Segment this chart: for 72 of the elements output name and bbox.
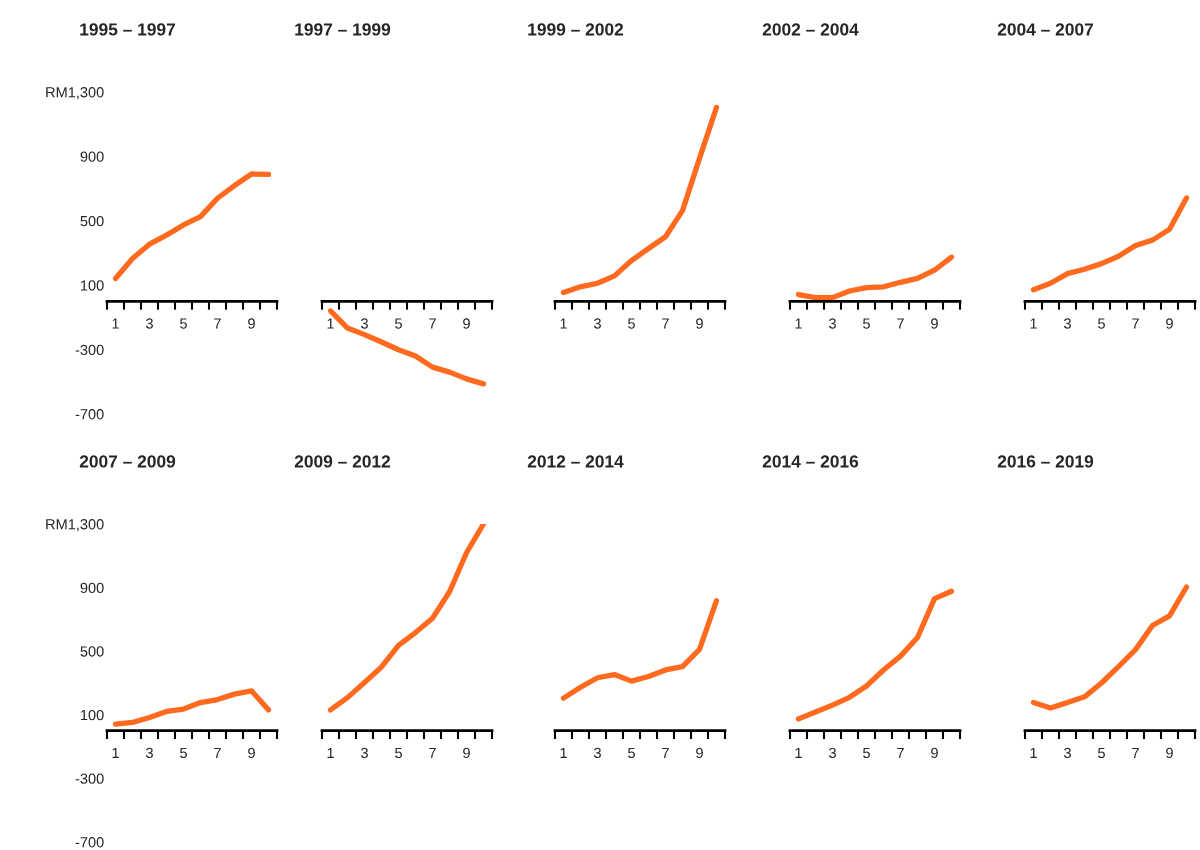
- x-tick-label: 3: [146, 747, 153, 759]
- x-tick-label: 9: [1166, 747, 1173, 759]
- x-tick-label: 3: [361, 318, 368, 329]
- x-tick-label: 9: [696, 318, 703, 329]
- x-tick-label: 5: [863, 318, 870, 329]
- x-tick-label: 9: [248, 318, 255, 329]
- x-tick-label: 1: [112, 318, 119, 329]
- chart-title: 2014 – 2016: [762, 455, 859, 468]
- x-tick-label: 5: [863, 747, 870, 759]
- chart-title: 2007 – 2009: [79, 455, 176, 468]
- x-tick-label: 3: [146, 318, 153, 329]
- x-tick-label: 1: [795, 318, 802, 329]
- y-tick-label: -700: [75, 409, 104, 420]
- x-tick-label: 1: [1030, 318, 1037, 329]
- x-tick-label: 7: [214, 747, 221, 758]
- y-tick-label: 900: [80, 151, 104, 162]
- chart-title: 1997 – 1999: [295, 23, 391, 36]
- x-tick-label: 3: [594, 747, 601, 759]
- x-tick-label: 7: [1132, 747, 1139, 758]
- chart-title: 2012 – 2014: [527, 455, 624, 468]
- y-tick-label: RM1,300: [46, 519, 104, 532]
- y-tick-label: RM1,300: [46, 87, 104, 100]
- y-tick-label: 500: [80, 646, 104, 657]
- x-tick-label: 5: [180, 318, 187, 329]
- x-tick-label: 1: [112, 747, 119, 758]
- y-tick-label: 900: [80, 582, 104, 594]
- y-tick-label: 500: [80, 215, 104, 227]
- x-tick-label: 7: [429, 318, 436, 329]
- x-tick-label: 3: [594, 318, 601, 329]
- chart-title: 2016 – 2019: [997, 455, 1094, 468]
- x-tick-label: 1: [560, 318, 567, 329]
- chart-title: 2002 – 2004: [762, 23, 859, 36]
- x-tick-label: 9: [931, 747, 938, 759]
- x-tick-label: 9: [696, 747, 703, 759]
- y-tick-label: -300: [75, 344, 104, 356]
- x-tick-label: 1: [795, 747, 802, 758]
- x-tick-label: 5: [628, 318, 635, 329]
- x-tick-label: 7: [429, 747, 436, 758]
- x-tick-label: 5: [1098, 747, 1105, 759]
- x-tick-label: 7: [1132, 318, 1139, 329]
- x-tick-label: 7: [214, 318, 221, 329]
- x-tick-label: 1: [327, 318, 334, 329]
- y-tick-label: 100: [81, 709, 104, 721]
- x-tick-label: 3: [1064, 747, 1071, 759]
- x-tick-label: 9: [463, 318, 470, 329]
- x-tick-label: 5: [628, 747, 635, 759]
- x-tick-label: 7: [897, 318, 904, 329]
- y-tick-label: 100: [81, 280, 104, 291]
- x-tick-label: 1: [1030, 747, 1037, 758]
- x-tick-label: 3: [829, 318, 836, 329]
- chart-title: 1999 – 2002: [528, 23, 624, 36]
- x-tick-label: 7: [662, 318, 669, 329]
- x-tick-label: 1: [560, 747, 567, 758]
- y-tick-label: -700: [75, 837, 104, 848]
- x-tick-label: 5: [395, 318, 402, 329]
- x-tick-label: 9: [1166, 318, 1173, 329]
- x-tick-label: 5: [180, 747, 187, 759]
- y-tick-label: -300: [75, 773, 104, 784]
- x-tick-label: 9: [463, 747, 470, 759]
- x-tick-label: 9: [931, 318, 938, 329]
- chart-title: 1995 – 1997: [80, 23, 175, 36]
- x-tick-label: 1: [327, 747, 334, 758]
- chart-title: 2004 – 2007: [997, 23, 1093, 36]
- x-tick-label: 5: [1098, 318, 1105, 329]
- x-tick-label: 5: [395, 747, 402, 759]
- x-tick-label: 3: [361, 747, 368, 759]
- x-tick-label: 9: [248, 747, 255, 759]
- x-tick-label: 3: [829, 747, 836, 759]
- x-tick-label: 3: [1064, 318, 1071, 329]
- chart-title: 2009 – 2012: [294, 455, 391, 468]
- x-tick-label: 7: [897, 747, 904, 758]
- x-tick-label: 7: [662, 747, 669, 758]
